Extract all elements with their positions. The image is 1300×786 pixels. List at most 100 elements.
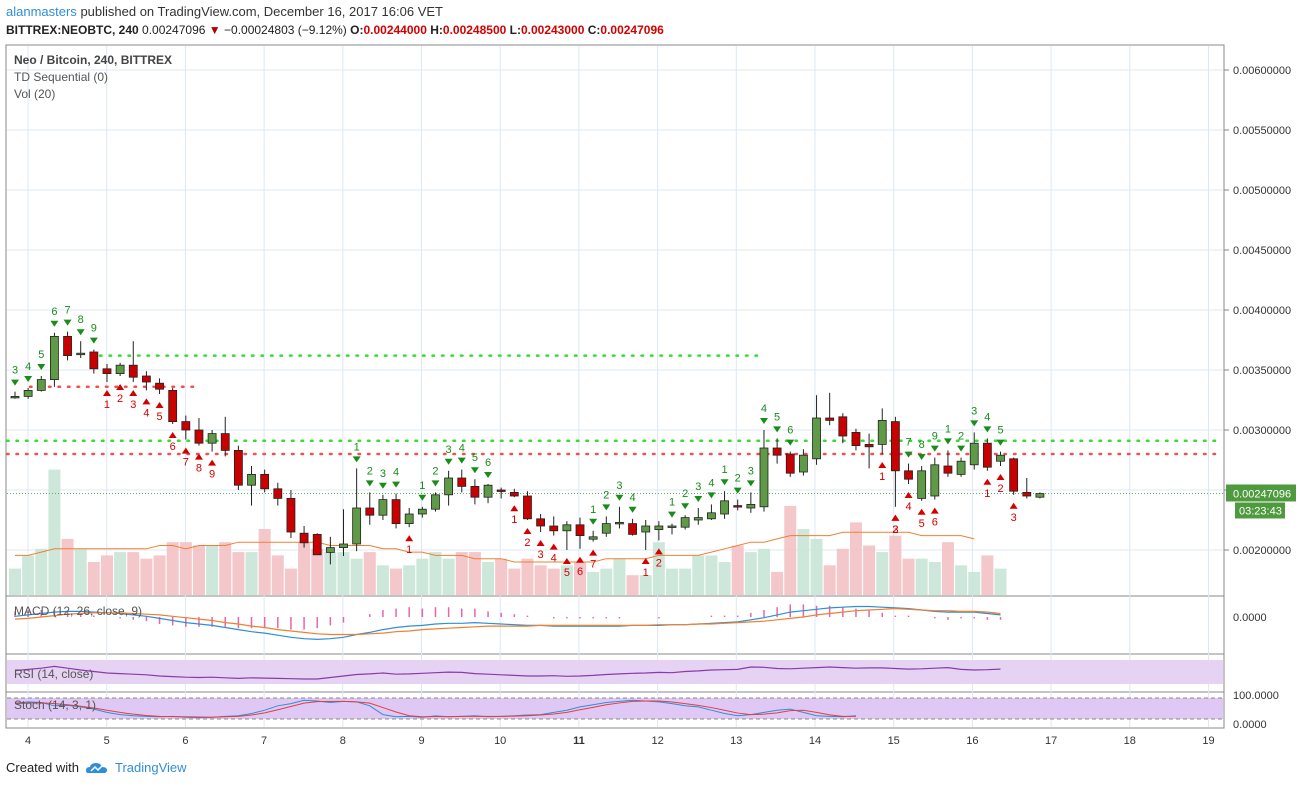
- close-key: C:: [587, 23, 601, 37]
- volume-bar: [902, 558, 915, 595]
- stoch-band: [7, 698, 1223, 719]
- td-buy-arrow: [116, 384, 125, 390]
- candle-body: [877, 419, 887, 445]
- price-tick-label: 0.00200000: [1233, 545, 1291, 557]
- td-sell-arrow: [694, 496, 703, 502]
- candle-body: [523, 495, 532, 520]
- close-value: 0.00247096: [600, 23, 664, 37]
- candle-body: [536, 518, 545, 527]
- td-buy-arrow: [878, 462, 887, 468]
- td-sell-arrow: [746, 480, 755, 487]
- td-sell-count: 8: [919, 439, 925, 451]
- candle-body: [23, 389, 33, 397]
- candle-body: [759, 447, 769, 508]
- volume-bar: [705, 555, 718, 595]
- candle-body: [654, 525, 664, 530]
- volume-bar: [587, 571, 600, 595]
- candle-body: [115, 364, 125, 375]
- volume-bar: [468, 552, 481, 595]
- indicator-lines: [7, 604, 1223, 720]
- td-sell-count: 9: [91, 323, 97, 335]
- volume-bar: [87, 562, 100, 595]
- candle-body: [102, 368, 112, 374]
- td-sell-arrow: [431, 480, 440, 487]
- volume-bar: [311, 548, 324, 595]
- td-buy-count: 2: [892, 524, 898, 536]
- author-link[interactable]: alanmasters: [6, 4, 77, 19]
- volume-bar: [981, 555, 994, 595]
- vol-legend[interactable]: Vol (20): [14, 87, 56, 101]
- td-sell-count: 1: [945, 423, 951, 435]
- publish-header: alanmasters published on TradingView.com…: [6, 3, 443, 21]
- td-buy-arrow: [129, 390, 138, 396]
- published-text: published on TradingView.com, December 1…: [80, 4, 443, 19]
- td-buy-arrow: [510, 505, 519, 512]
- td-buy-arrow: [654, 548, 663, 555]
- candle-body: [1009, 458, 1019, 492]
- td-sell-count: 3: [446, 444, 452, 456]
- td-sell-arrow: [444, 458, 453, 465]
- volume-bar: [521, 558, 534, 595]
- candle-body: [509, 491, 519, 497]
- td-sell-count: 7: [905, 437, 911, 449]
- td-buy-arrow: [891, 514, 900, 521]
- volume-bar: [363, 552, 376, 595]
- volume-bar: [744, 552, 757, 595]
- tradingview-link[interactable]: TradingView: [114, 760, 187, 775]
- td-sell-arrow: [720, 479, 729, 486]
- td-buy-arrow: [562, 558, 571, 564]
- td-buy-count: 1: [879, 471, 885, 483]
- volume-bar: [626, 575, 639, 595]
- volume-bar: [849, 522, 862, 595]
- td-sell-arrow: [628, 506, 637, 513]
- volume-bar: [941, 542, 954, 595]
- stoch-tick-label: 0.0000: [1233, 719, 1267, 731]
- time-tick-label: 7: [261, 735, 267, 747]
- candle-body: [260, 473, 270, 490]
- td-buy-arrow: [405, 535, 414, 542]
- ohlc-line: BITTREX:NEOBTC, 240 0.00247096 ▼ −0.0002…: [6, 21, 664, 39]
- td-sell-count: 1: [669, 497, 675, 509]
- td-sell-arrow: [943, 438, 952, 445]
- volume-bar: [600, 568, 613, 595]
- candle-body: [247, 473, 256, 486]
- td-buy-arrow: [589, 549, 598, 556]
- td-sell-arrow: [352, 456, 361, 463]
- candle-body: [312, 534, 322, 556]
- volume-bar: [153, 555, 166, 595]
- volume-bar: [482, 562, 495, 595]
- td-sell-count: 5: [774, 411, 780, 423]
- macd-tick-label: 0.0000: [1233, 612, 1267, 624]
- candle-body: [575, 524, 585, 536]
- candle-body: [772, 447, 782, 456]
- td-sell-count: 4: [459, 443, 465, 455]
- td-sell-arrow: [589, 518, 598, 525]
- candle-body: [720, 500, 729, 515]
- candle-body: [141, 375, 151, 383]
- volume-bar: [731, 545, 744, 595]
- td-sell-count: 4: [630, 492, 636, 504]
- macd-legend[interactable]: MACD (12, 26, close, 9): [14, 604, 143, 618]
- volume-bar: [508, 568, 521, 595]
- countdown-tag: [1235, 502, 1285, 519]
- td-legend[interactable]: TD Sequential (0): [14, 70, 109, 84]
- stoch-legend[interactable]: Stoch (14, 3, 1): [14, 698, 97, 712]
- last-price-tag-label: 0.00247096: [1233, 488, 1291, 500]
- td-sell-arrow: [24, 376, 33, 382]
- td-buy-arrow: [996, 474, 1005, 480]
- volume-bar: [994, 568, 1007, 595]
- candle-body: [641, 525, 651, 533]
- price-tick-label: 0.00350000: [1233, 365, 1291, 377]
- td-sell-arrow: [76, 329, 85, 336]
- candle-body: [693, 517, 703, 521]
- volume-bar: [232, 552, 245, 595]
- candle-body: [943, 465, 953, 474]
- volume-bar: [376, 565, 389, 595]
- td-sell-count: 6: [51, 306, 57, 318]
- volume-bar: [797, 529, 810, 595]
- rsi-legend[interactable]: RSI (14, close): [14, 667, 94, 681]
- td-buy-count: 4: [551, 553, 557, 565]
- volume-bar: [403, 565, 416, 595]
- volume-bar: [718, 562, 731, 595]
